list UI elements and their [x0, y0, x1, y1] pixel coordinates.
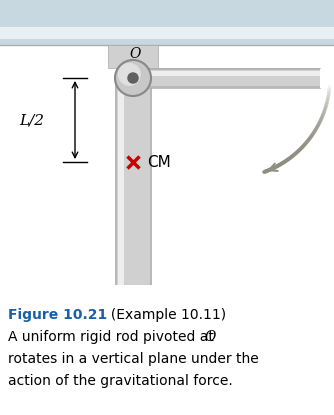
Bar — [117, 78, 150, 285]
Bar — [118, 78, 124, 285]
Text: CM: CM — [147, 154, 171, 169]
Circle shape — [128, 73, 138, 83]
Bar — [133, 71, 320, 76]
Bar — [0, 27, 334, 39]
Text: A uniform rigid rod pivoted at: A uniform rigid rod pivoted at — [8, 330, 218, 344]
Text: O: O — [204, 330, 215, 344]
Text: L/2: L/2 — [19, 113, 44, 127]
Text: action of the gravitational force.: action of the gravitational force. — [8, 374, 233, 388]
Bar — [133, 68, 320, 88]
Circle shape — [115, 60, 151, 96]
Circle shape — [119, 63, 140, 85]
Text: rotates in a vertical plane under the: rotates in a vertical plane under the — [8, 352, 259, 366]
Bar — [115, 78, 152, 285]
Text: Figure 10.21: Figure 10.21 — [8, 308, 107, 322]
Text: O: O — [129, 47, 141, 61]
Bar — [0, 0, 334, 45]
Text: (Example 10.11): (Example 10.11) — [102, 308, 226, 322]
Bar — [108, 45, 158, 68]
Bar — [133, 70, 320, 86]
